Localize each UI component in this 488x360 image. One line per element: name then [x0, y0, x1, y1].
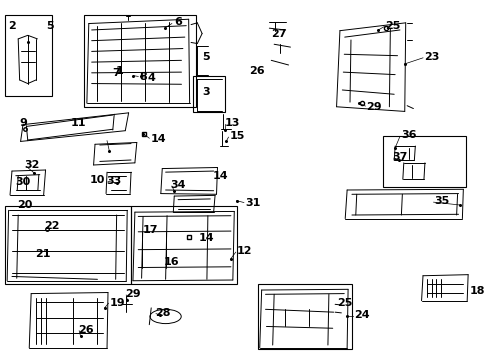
- Text: 9: 9: [20, 118, 27, 128]
- Text: 34: 34: [170, 180, 185, 190]
- Text: 24: 24: [354, 310, 369, 320]
- Text: 17: 17: [143, 225, 158, 235]
- Text: 11: 11: [71, 118, 86, 128]
- Text: 5: 5: [46, 21, 54, 31]
- Text: 30: 30: [16, 177, 31, 187]
- Text: 1: 1: [116, 66, 123, 76]
- Text: 14: 14: [198, 233, 213, 243]
- Text: 15: 15: [229, 131, 244, 141]
- Bar: [84, 15, 196, 107]
- Text: 26: 26: [78, 325, 94, 335]
- Text: 16: 16: [163, 257, 179, 267]
- Text: 25: 25: [385, 21, 400, 31]
- Text: 2: 2: [8, 21, 16, 31]
- Text: 5: 5: [202, 52, 209, 62]
- Text: 23: 23: [423, 52, 438, 62]
- Text: 13: 13: [224, 118, 240, 128]
- Text: 37: 37: [392, 152, 407, 162]
- Text: 26: 26: [248, 66, 264, 76]
- Text: 14: 14: [212, 171, 228, 181]
- Text: 35: 35: [434, 197, 449, 206]
- Text: 10: 10: [89, 175, 104, 185]
- Text: 14: 14: [150, 134, 165, 144]
- Text: 21: 21: [35, 249, 50, 259]
- Text: 28: 28: [155, 308, 170, 318]
- Text: 20: 20: [17, 200, 32, 210]
- Text: 33: 33: [106, 176, 121, 186]
- Text: 18: 18: [468, 286, 484, 296]
- Text: 6: 6: [174, 17, 182, 27]
- Bar: [193, 76, 224, 112]
- Text: 25: 25: [337, 298, 352, 308]
- Bar: [5, 15, 52, 96]
- Bar: [5, 206, 131, 284]
- Bar: [383, 136, 465, 187]
- Text: 12: 12: [236, 247, 252, 256]
- Text: 32: 32: [24, 160, 40, 170]
- Bar: [131, 206, 236, 284]
- Text: 7: 7: [112, 68, 120, 78]
- Text: 22: 22: [44, 221, 60, 231]
- Text: 19: 19: [109, 297, 125, 307]
- Text: 27: 27: [271, 28, 286, 39]
- Text: 31: 31: [245, 198, 260, 208]
- Text: 8: 8: [140, 72, 147, 82]
- Bar: [258, 284, 351, 348]
- Text: 36: 36: [400, 130, 416, 140]
- Text: 29: 29: [366, 102, 381, 112]
- Text: 4: 4: [147, 73, 155, 83]
- Text: 29: 29: [125, 289, 141, 299]
- Text: 3: 3: [202, 87, 209, 98]
